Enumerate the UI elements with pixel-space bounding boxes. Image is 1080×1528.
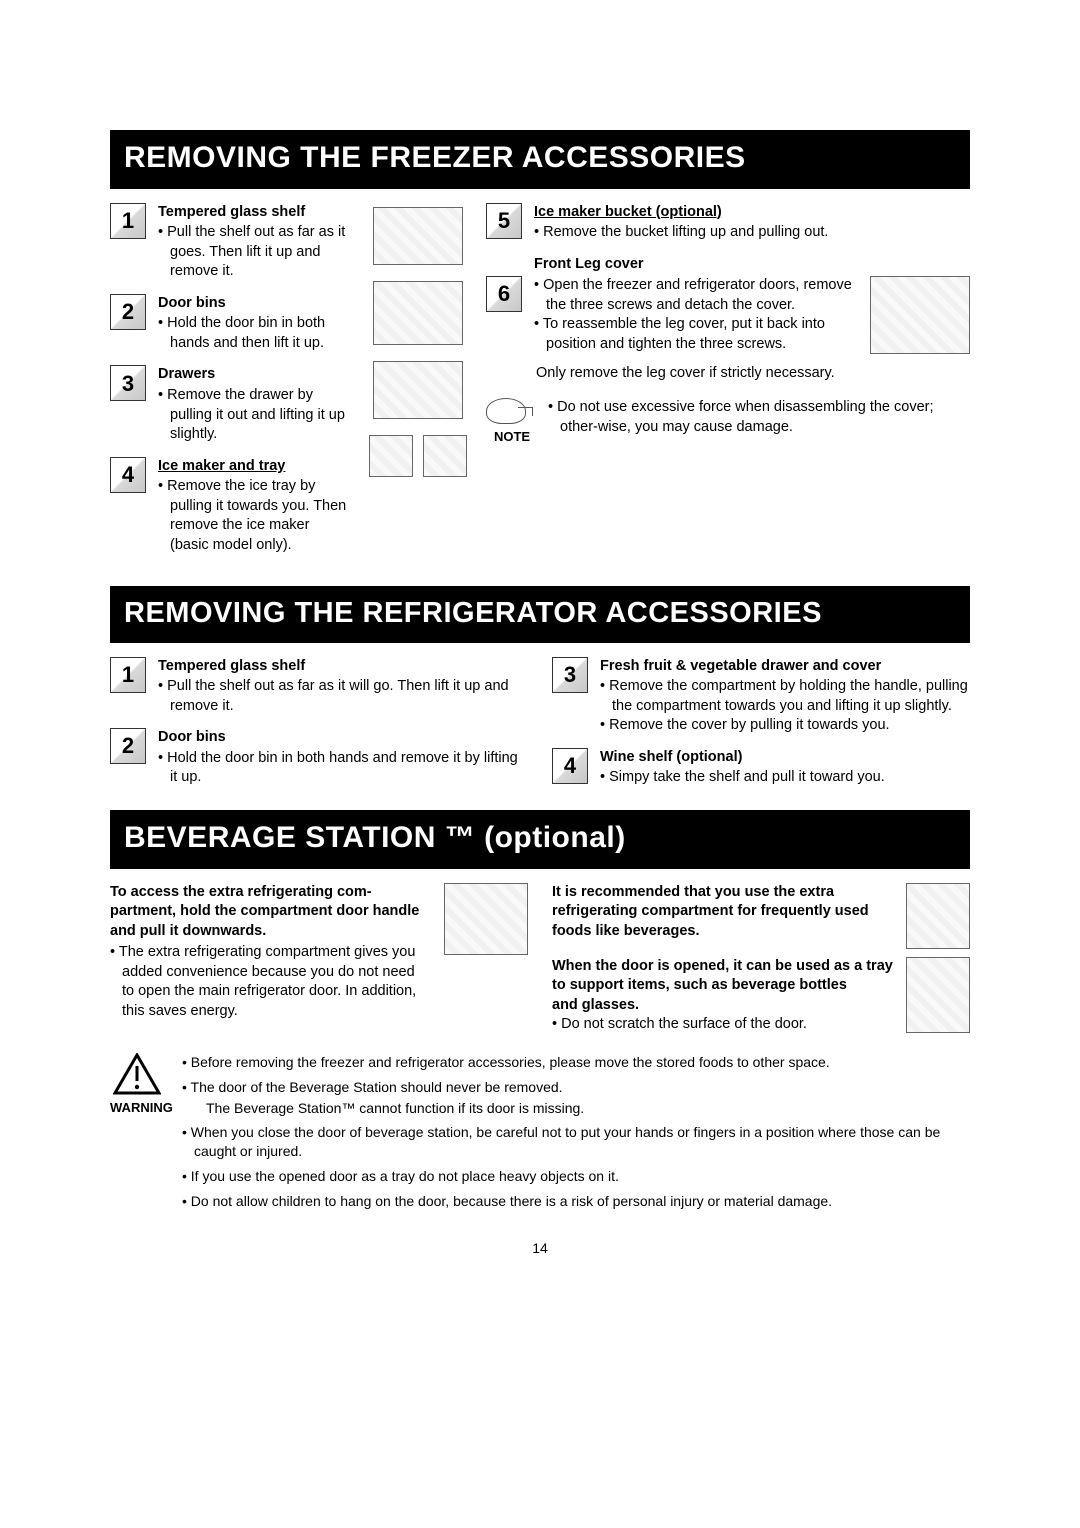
step-text: Hold the door bin in both hands and then… (158, 314, 350, 353)
step-number: 5 (486, 203, 522, 239)
step-text: Remove the bucket lifting up and pulling… (534, 223, 970, 243)
warning-line: The door of the Beverage Station should … (182, 1078, 970, 1097)
freezer-illustrations (368, 203, 468, 568)
step-number: 2 (110, 728, 146, 764)
step-text: Remove the cover by pulling it towards y… (600, 716, 970, 736)
warning-line: Before removing the freezer and refriger… (182, 1053, 970, 1072)
freezer-step-3: 3 Drawers Remove the drawer by pulling i… (110, 365, 350, 444)
step-title: Door bins (158, 294, 350, 314)
warning-line: Do not allow children to hang on the doo… (182, 1192, 970, 1211)
page-number: 14 (110, 1239, 970, 1258)
drawer-illustration (373, 361, 463, 419)
step-number: 6 (486, 276, 522, 312)
step-number: 4 (552, 748, 588, 784)
section-title-fridge: REMOVING THE REFRIGERATOR ACCESSORIES (110, 586, 970, 643)
freezer-step-2: 2 Door bins Hold the door bin in both ha… (110, 294, 350, 354)
fridge-step-3: 3 Fresh fruit & vegetable drawer and cov… (552, 657, 970, 736)
step-title: Ice maker and tray (158, 457, 350, 477)
step-text: Pull the shelf out as far as it goes. Th… (158, 223, 350, 282)
beverage-right-bold1: It is recommended that you use the extra… (552, 883, 894, 942)
freezer-step-5: 5 Ice maker bucket (optional) Remove the… (486, 203, 970, 243)
warning-line: When you close the door of beverage stat… (182, 1123, 970, 1161)
legcover-illustration (870, 276, 970, 354)
beverage-door-illustration (444, 883, 528, 955)
step-number: 2 (110, 294, 146, 330)
note-icon (486, 398, 526, 424)
warning-block: WARNING Before removing the freezer and … (110, 1053, 970, 1217)
warning-subline: The Beverage Station™ cannot function if… (182, 1099, 970, 1118)
step-title: Tempered glass shelf (158, 203, 350, 223)
step-number: 1 (110, 203, 146, 239)
front-leg-title: Front Leg cover (534, 255, 970, 275)
beverage-left-line: The extra refrigerating compartment give… (110, 943, 430, 1021)
freezer-step-1: 1 Tempered glass shelf Pull the shelf ou… (110, 203, 350, 282)
fridge-step-4: 4 Wine shelf (optional) Simpy take the s… (552, 748, 970, 788)
step-number: 4 (110, 457, 146, 493)
beverage-left-bold: To access the extra refrigerating com-pa… (110, 883, 430, 942)
step-text: Pull the shelf out as far as it will go.… (158, 677, 528, 716)
freezer-step-4: 4 Ice maker and tray Remove the ice tray… (110, 457, 350, 556)
step-text: Remove the drawer by pulling it out and … (158, 386, 350, 445)
freezer-content: 1 Tempered glass shelf Pull the shelf ou… (110, 203, 970, 568)
freezer-step-6: 6 Open the freezer and refrigerator door… (486, 276, 970, 384)
warning-line: If you use the opened door as a tray do … (182, 1167, 970, 1186)
note-text: Do not use excessive force when disassem… (548, 398, 970, 437)
step-title: Door bins (158, 728, 528, 748)
fridge-step-1: 1 Tempered glass shelf Pull the shelf ou… (110, 657, 528, 717)
note-label: NOTE (486, 428, 538, 446)
beverage-content: To access the extra refrigerating com-pa… (110, 883, 970, 1035)
warning-triangle-icon (113, 1053, 161, 1095)
step-title: Wine shelf (optional) (600, 748, 970, 768)
warning-label: WARNING (110, 1099, 164, 1117)
fridge-step-2: 2 Door bins Hold the door bin in both ha… (110, 728, 528, 788)
step-text: Remove the compartment by holding the ha… (600, 677, 970, 716)
note-block: NOTE Do not use excessive force when dis… (486, 398, 970, 446)
icetray-illustration (423, 435, 467, 477)
beverage-right-line: Do not scratch the surface of the door. (552, 1015, 894, 1035)
step-title: Tempered glass shelf (158, 657, 528, 677)
step-text: Remove the ice tray by pulling it toward… (158, 477, 350, 555)
beverage-tray-illustration (906, 957, 970, 1033)
step-text: Hold the door bin in both hands and remo… (158, 749, 528, 788)
icemaker-illustration (369, 435, 413, 477)
step-text: To reassemble the leg cover, put it back… (534, 315, 860, 354)
doorbin-illustration (373, 281, 463, 345)
step-text: Open the freezer and refrigerator doors,… (534, 276, 860, 315)
shelf-illustration (373, 207, 463, 265)
step-number: 3 (110, 365, 146, 401)
beverage-bottles-illustration (906, 883, 970, 949)
step-number: 3 (552, 657, 588, 693)
section-title-beverage: BEVERAGE STATION ™ (optional) (110, 810, 970, 869)
step-plain-text: Only remove the leg cover if strictly ne… (534, 364, 860, 384)
step-title: Ice maker bucket (optional) (534, 203, 970, 223)
fridge-content: 1 Tempered glass shelf Pull the shelf ou… (110, 657, 970, 800)
step-title: Fresh fruit & vegetable drawer and cover (600, 657, 970, 677)
section-title-freezer: REMOVING THE FREEZER ACCESSORIES (110, 130, 970, 189)
step-text: Simpy take the shelf and pull it toward … (600, 768, 970, 788)
beverage-right-bold2: When the door is opened, it can be used … (552, 957, 894, 1016)
step-title: Drawers (158, 365, 350, 385)
step-number: 1 (110, 657, 146, 693)
